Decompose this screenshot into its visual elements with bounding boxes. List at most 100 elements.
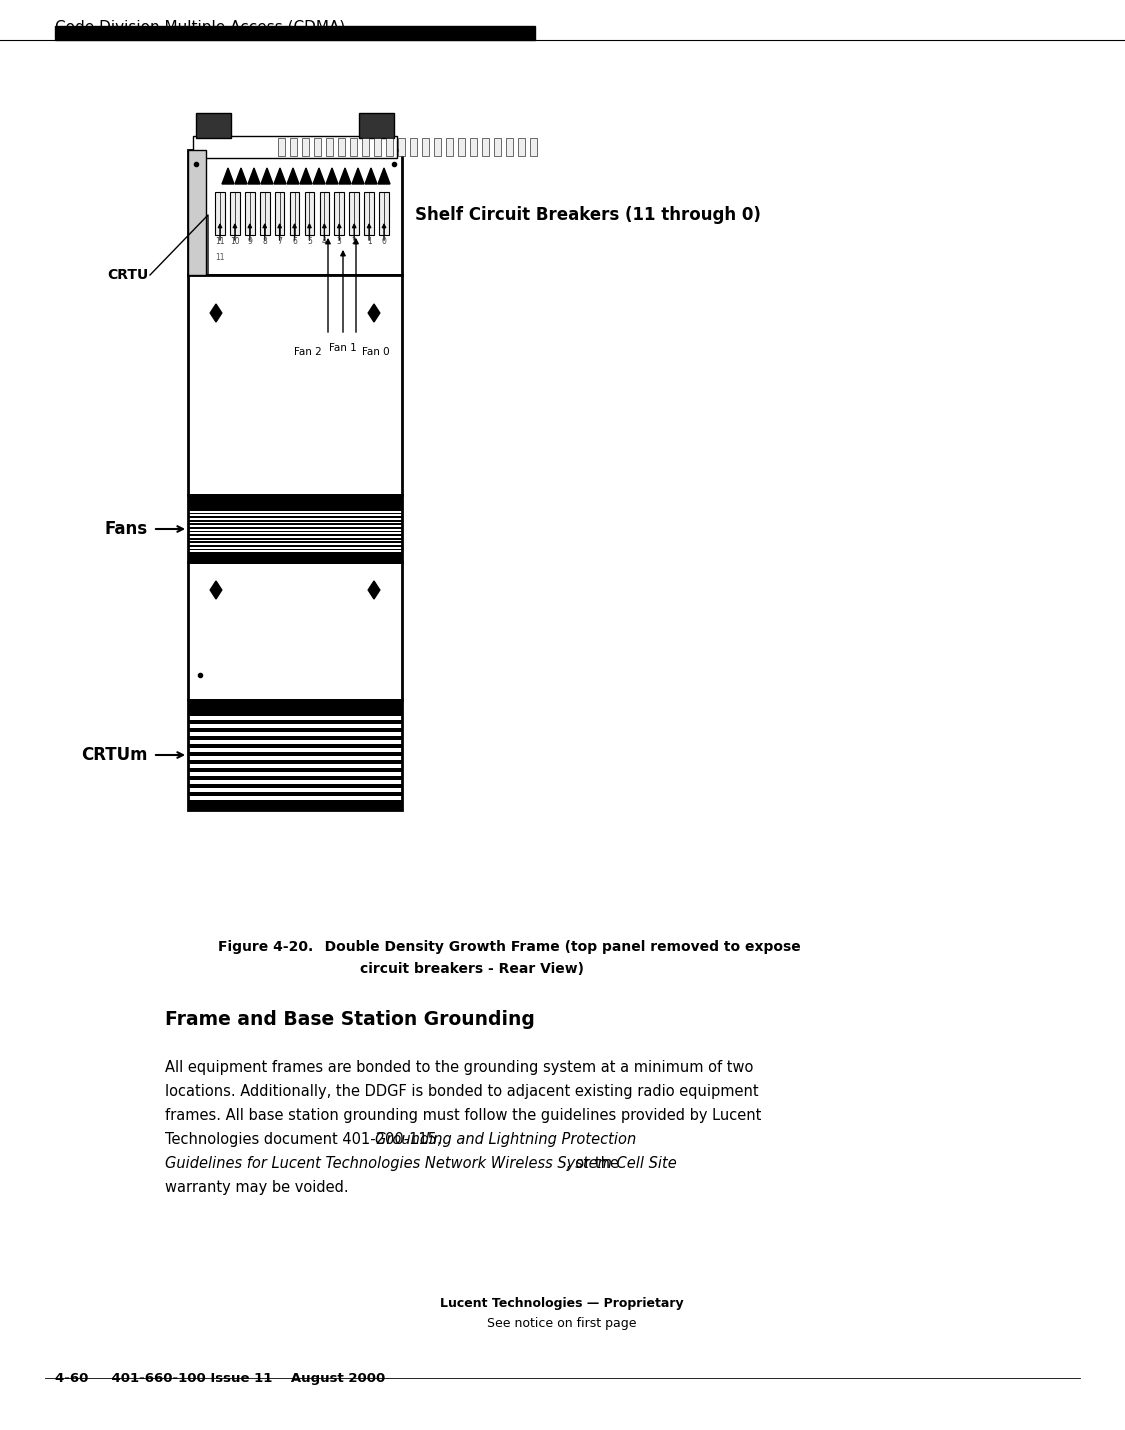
Bar	[470, 139, 477, 156]
Text: 5: 5	[307, 237, 312, 246]
Text: CRTU: CRTU	[107, 267, 148, 282]
Bar	[290, 139, 297, 156]
Bar	[188, 744, 402, 748]
Bar	[188, 275, 402, 495]
Bar	[302, 139, 309, 156]
Bar	[188, 712, 402, 716]
Polygon shape	[222, 167, 234, 184]
Text: 10: 10	[231, 237, 240, 246]
Text: 11: 11	[215, 253, 225, 262]
Text: 6: 6	[292, 237, 297, 246]
Bar	[278, 139, 285, 156]
Bar	[188, 799, 402, 804]
Text: CRTUm: CRTUm	[81, 746, 148, 764]
Polygon shape	[235, 167, 248, 184]
Text: Code Division Multiple Access (CDMA): Code Division Multiple Access (CDMA)	[55, 20, 345, 34]
Polygon shape	[352, 167, 364, 184]
Text: Lucent Technologies — Proprietary: Lucent Technologies — Proprietary	[440, 1297, 684, 1310]
Bar	[188, 549, 402, 551]
Text: See notice on first page: See notice on first page	[487, 1317, 637, 1330]
Bar	[188, 552, 402, 553]
Polygon shape	[287, 167, 299, 184]
Text: Grounding and Lightning Protection: Grounding and Lightning Protection	[375, 1133, 637, 1147]
Bar	[364, 192, 374, 235]
Bar	[188, 495, 402, 509]
Text: 4: 4	[322, 237, 326, 246]
Text: 7: 7	[277, 237, 282, 246]
Bar	[530, 139, 537, 156]
Bar	[319, 192, 330, 235]
Bar	[326, 139, 333, 156]
Text: warranty may be voided.: warranty may be voided.	[165, 1180, 349, 1195]
Bar	[188, 495, 402, 562]
Bar	[188, 802, 402, 809]
Bar	[188, 545, 402, 546]
Bar	[458, 139, 465, 156]
Text: Fans: Fans	[105, 521, 148, 538]
Text: 8: 8	[262, 237, 267, 246]
Bar	[338, 139, 345, 156]
Bar	[188, 531, 402, 532]
Bar	[231, 192, 240, 235]
Bar	[55, 26, 536, 40]
Bar	[188, 150, 206, 275]
Bar	[359, 113, 394, 139]
Text: Technologies document 401-200-115,: Technologies document 401-200-115,	[165, 1133, 447, 1147]
Bar	[188, 535, 402, 536]
Bar	[422, 139, 429, 156]
Text: All equipment frames are bonded to the grounding system at a minimum of two: All equipment frames are bonded to the g…	[165, 1060, 754, 1075]
Bar	[188, 736, 402, 739]
Text: Fan 2: Fan 2	[295, 347, 322, 358]
Bar	[188, 523, 402, 525]
Polygon shape	[378, 167, 390, 184]
Polygon shape	[248, 167, 260, 184]
Bar	[379, 192, 389, 235]
Bar	[188, 542, 402, 543]
Bar	[398, 139, 405, 156]
Bar	[188, 509, 402, 511]
Bar	[386, 139, 393, 156]
Polygon shape	[368, 305, 380, 322]
Text: 3: 3	[336, 237, 342, 246]
Bar	[188, 519, 402, 522]
Bar	[188, 701, 402, 809]
Polygon shape	[210, 581, 222, 599]
Bar	[305, 192, 314, 235]
Bar	[446, 139, 453, 156]
Bar	[274, 192, 285, 235]
Text: Shelf Circuit Breakers (11 through 0): Shelf Circuit Breakers (11 through 0)	[415, 206, 760, 225]
Text: Fan 1: Fan 1	[330, 343, 357, 353]
Bar	[188, 538, 402, 539]
Bar	[188, 768, 402, 772]
Text: 4-60     401-660-100 Issue 11    August 2000: 4-60 401-660-100 Issue 11 August 2000	[55, 1371, 385, 1386]
Bar	[188, 562, 402, 701]
Bar	[196, 113, 231, 139]
Polygon shape	[300, 167, 312, 184]
Text: 0: 0	[381, 237, 387, 246]
Bar	[188, 719, 402, 724]
Bar	[260, 192, 270, 235]
Text: circuit breakers - Rear View): circuit breakers - Rear View)	[360, 962, 584, 977]
Bar	[518, 139, 525, 156]
Bar	[188, 784, 402, 788]
Bar	[188, 512, 402, 515]
Bar	[290, 192, 299, 235]
Bar	[188, 792, 402, 797]
Bar	[482, 139, 489, 156]
Text: 1: 1	[367, 237, 371, 246]
Bar	[410, 139, 417, 156]
Polygon shape	[326, 167, 338, 184]
Text: Double Density Growth Frame (top panel removed to expose: Double Density Growth Frame (top panel r…	[310, 940, 801, 954]
Bar	[350, 139, 357, 156]
Bar	[215, 192, 225, 235]
Bar	[362, 139, 369, 156]
Bar	[188, 776, 402, 779]
Bar	[494, 139, 501, 156]
Text: Figure 4-20.: Figure 4-20.	[218, 940, 313, 954]
Text: Fan 0: Fan 0	[362, 347, 389, 358]
Bar	[188, 752, 402, 756]
Bar	[188, 728, 402, 732]
Bar	[506, 139, 513, 156]
Text: frames. All base station grounding must follow the guidelines provided by Lucent: frames. All base station grounding must …	[165, 1108, 762, 1123]
Bar	[188, 150, 402, 275]
